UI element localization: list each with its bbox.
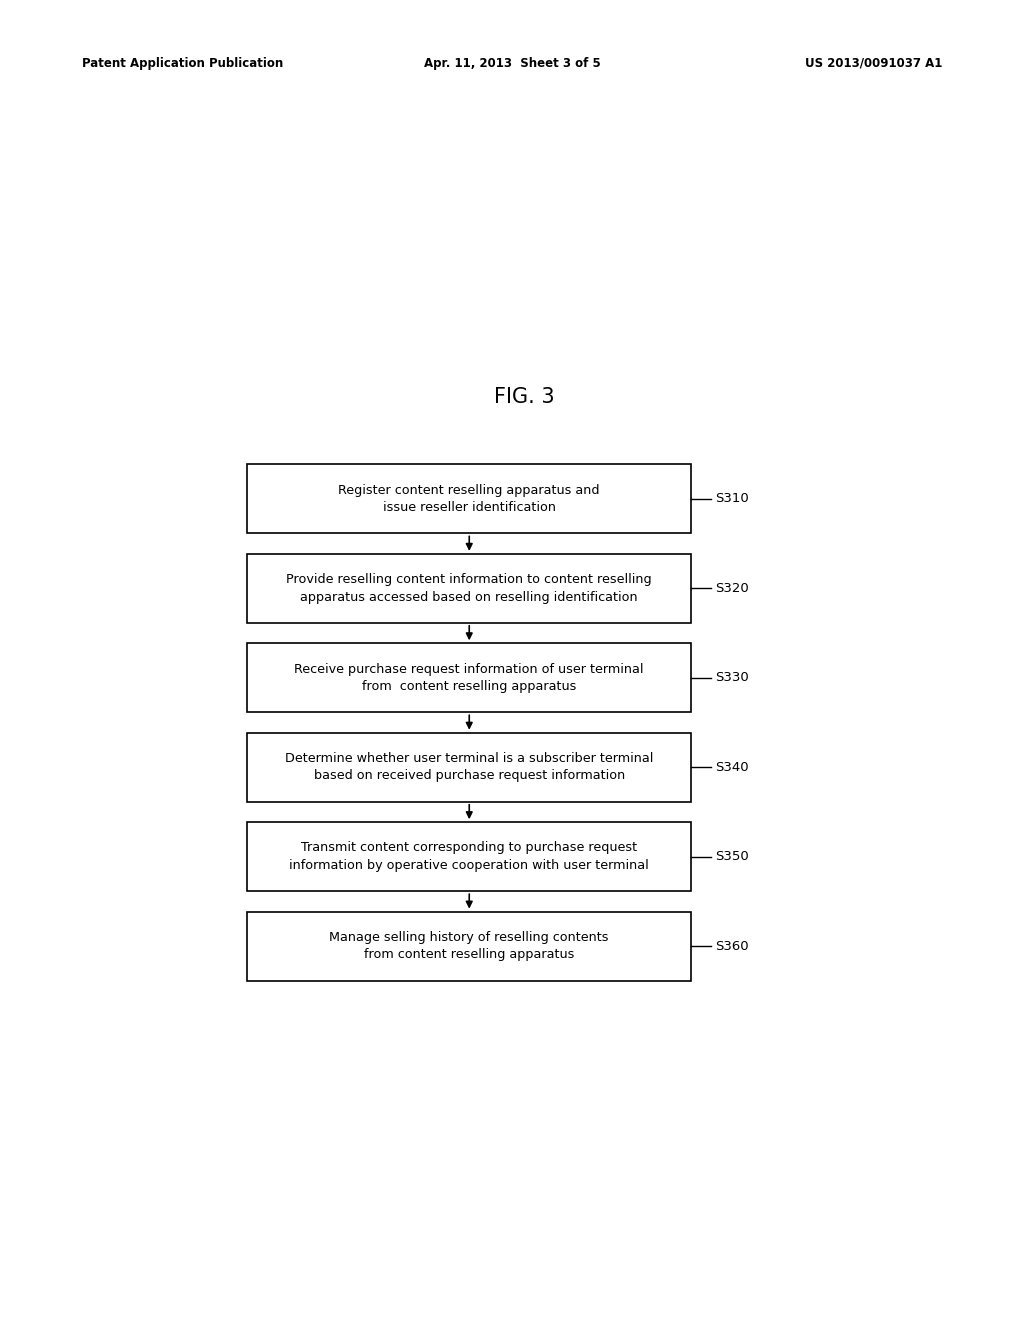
Text: S310: S310 <box>715 492 749 506</box>
Text: Patent Application Publication: Patent Application Publication <box>82 57 284 70</box>
Bar <box>247 465 691 533</box>
Bar <box>247 733 691 801</box>
Bar <box>247 643 691 713</box>
Text: Receive purchase request information of user terminal
from  content reselling ap: Receive purchase request information of … <box>295 663 644 693</box>
Text: Register content reselling apparatus and
issue reseller identification: Register content reselling apparatus and… <box>339 483 600 515</box>
Text: Determine whether user terminal is a subscriber terminal
based on received purch: Determine whether user terminal is a sub… <box>285 752 653 783</box>
Text: S320: S320 <box>715 582 749 595</box>
Text: S360: S360 <box>715 940 749 953</box>
Bar <box>247 912 691 981</box>
Text: Provide reselling content information to content reselling
apparatus accessed ba: Provide reselling content information to… <box>287 573 652 603</box>
Text: S330: S330 <box>715 672 749 684</box>
Text: Manage selling history of reselling contents
from content reselling apparatus: Manage selling history of reselling cont… <box>330 931 609 961</box>
Text: S350: S350 <box>715 850 749 863</box>
Text: FIG. 3: FIG. 3 <box>495 387 555 408</box>
Text: US 2013/0091037 A1: US 2013/0091037 A1 <box>805 57 942 70</box>
Bar <box>247 822 691 891</box>
Text: Apr. 11, 2013  Sheet 3 of 5: Apr. 11, 2013 Sheet 3 of 5 <box>424 57 600 70</box>
Bar <box>247 554 691 623</box>
Text: Transmit content corresponding to purchase request
information by operative coop: Transmit content corresponding to purcha… <box>290 841 649 873</box>
Text: S340: S340 <box>715 760 749 774</box>
